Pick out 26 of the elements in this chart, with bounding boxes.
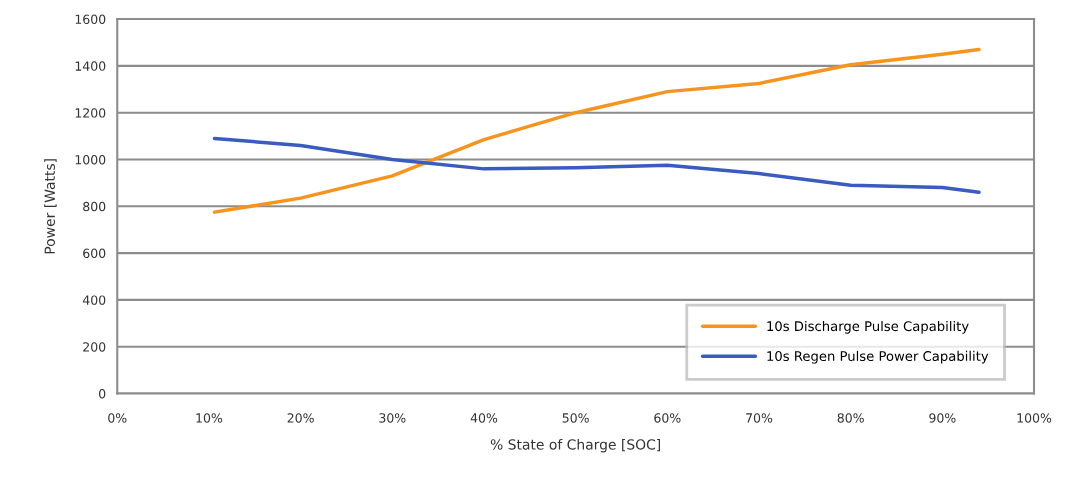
x-tick-label: 100% bbox=[1017, 413, 1052, 423]
x-tick-label: 80% bbox=[837, 413, 864, 423]
x-tick-label: 40% bbox=[470, 413, 498, 423]
x-tick-label: 10% bbox=[196, 413, 223, 423]
y-axis-title: Power [Watts] bbox=[44, 159, 57, 254]
x-tick-label: 90% bbox=[929, 413, 956, 423]
x-tick-label: 70% bbox=[746, 413, 773, 423]
y-tick-label: 1400 bbox=[75, 61, 106, 71]
y-tick-label: 1600 bbox=[75, 14, 106, 25]
y-tick-label: 200 bbox=[83, 342, 106, 352]
x-tick-label: 20% bbox=[287, 413, 314, 423]
y-tick-label: 1000 bbox=[75, 154, 106, 165]
x-tick-label: 30% bbox=[379, 413, 406, 423]
x-tick-label: 50% bbox=[562, 413, 589, 423]
y-tick-label: 600 bbox=[83, 248, 106, 259]
line-series bbox=[212, 47, 981, 214]
x-tick-label: 0% bbox=[108, 413, 127, 423]
line-series bbox=[212, 136, 981, 194]
legend-label: 10s Regen Pulse Power Capability bbox=[767, 350, 989, 364]
y-tick-label: 0 bbox=[99, 389, 106, 399]
x-axis-title: % State of Charge [SOC] bbox=[490, 438, 661, 453]
y-tick-label: 800 bbox=[83, 201, 106, 212]
y-tick-label: 400 bbox=[82, 295, 106, 305]
legend-label: 10s Discharge Pulse Capability bbox=[767, 320, 969, 334]
x-tick-label: 60% bbox=[654, 413, 681, 423]
y-tick-label: 1200 bbox=[75, 108, 106, 118]
